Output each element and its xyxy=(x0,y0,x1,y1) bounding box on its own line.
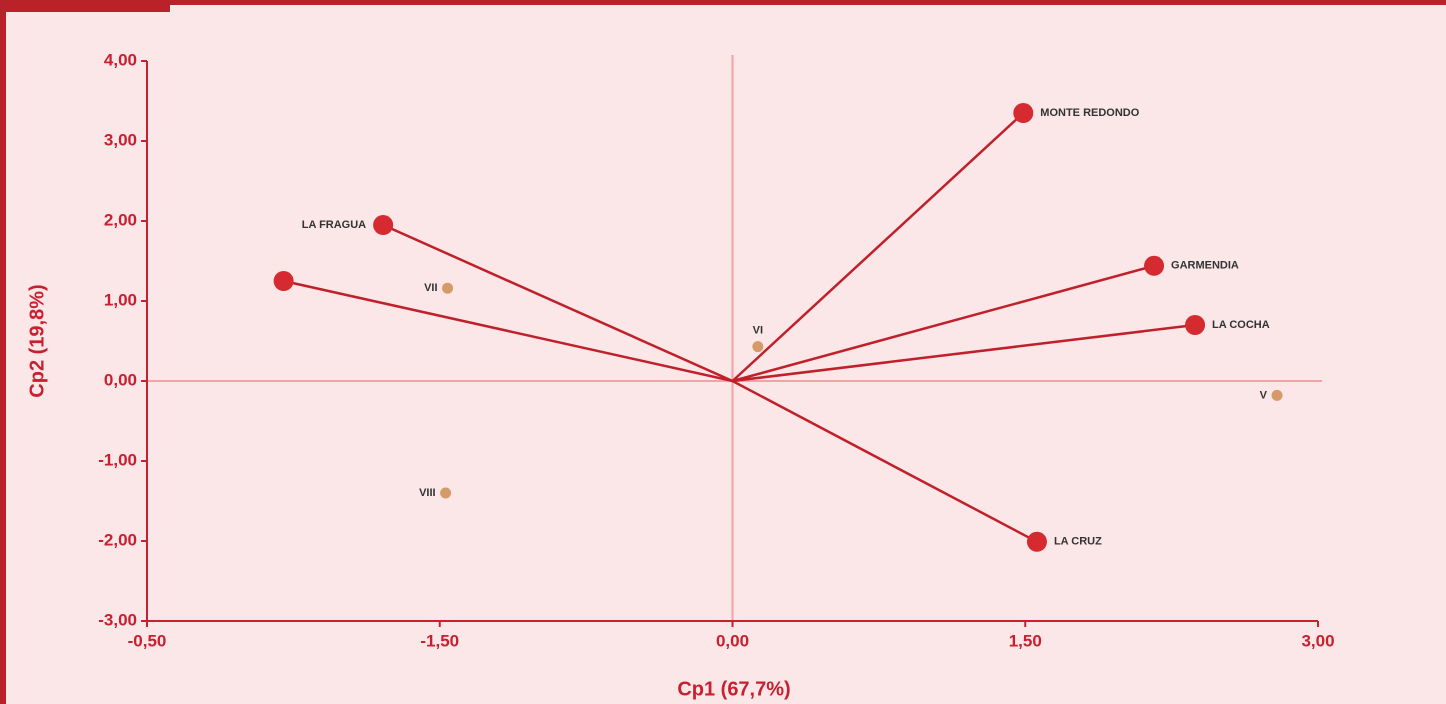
y-tick-label: 3,00 xyxy=(104,130,137,149)
frame-left xyxy=(0,0,6,704)
loading-point xyxy=(373,215,394,235)
y-tick-label: 0,00 xyxy=(104,370,137,389)
loading-label: GARMENDIA xyxy=(1171,260,1239,272)
loading-vector xyxy=(731,379,1038,543)
x-tick-label: -0,50 xyxy=(128,631,167,650)
loading-label: LA COCHA xyxy=(1212,319,1270,331)
frame-top xyxy=(0,0,1446,5)
loading-point xyxy=(1185,315,1206,335)
header-tab xyxy=(0,0,170,12)
loading-point xyxy=(1144,255,1165,276)
loading-point xyxy=(1026,531,1047,552)
loading-label: LA FRAGUA xyxy=(302,219,366,231)
x-tick-label: 3,00 xyxy=(1301,631,1334,650)
loading-vector xyxy=(732,323,1196,383)
x-axis-title: Cp1 (67,7%) xyxy=(677,678,790,700)
y-axis-title: Cp2 (19,8%) xyxy=(26,284,48,397)
loading-vector xyxy=(731,112,1025,382)
score-label: VII xyxy=(424,282,437,294)
score-point xyxy=(440,487,452,499)
y-tick-label: 1,00 xyxy=(104,290,137,309)
loading-vector xyxy=(732,264,1155,383)
score-label: VI xyxy=(753,325,763,337)
loading-label: MONTE REDONDO xyxy=(1040,107,1139,119)
y-tick-label: -1,00 xyxy=(98,450,137,469)
score-point xyxy=(752,341,764,353)
loading-label: LA CRUZ xyxy=(1054,536,1102,548)
x-tick-label: 0,00 xyxy=(716,631,749,650)
x-tick-label: -1,50 xyxy=(420,631,459,650)
score-label: VIII xyxy=(419,487,436,499)
y-tick-label: 4,00 xyxy=(104,50,137,69)
loading-vector xyxy=(382,223,734,383)
loading-point xyxy=(273,271,294,291)
score-point xyxy=(1271,389,1283,401)
score-point xyxy=(442,282,454,294)
score-label: V xyxy=(1260,389,1268,401)
y-tick-label: -2,00 xyxy=(98,530,137,549)
loading-point xyxy=(1013,103,1034,123)
x-tick-label: 1,50 xyxy=(1009,631,1042,650)
y-tick-label: 2,00 xyxy=(104,210,137,229)
loading-vector xyxy=(283,279,733,383)
y-tick-label: -3,00 xyxy=(98,610,137,629)
